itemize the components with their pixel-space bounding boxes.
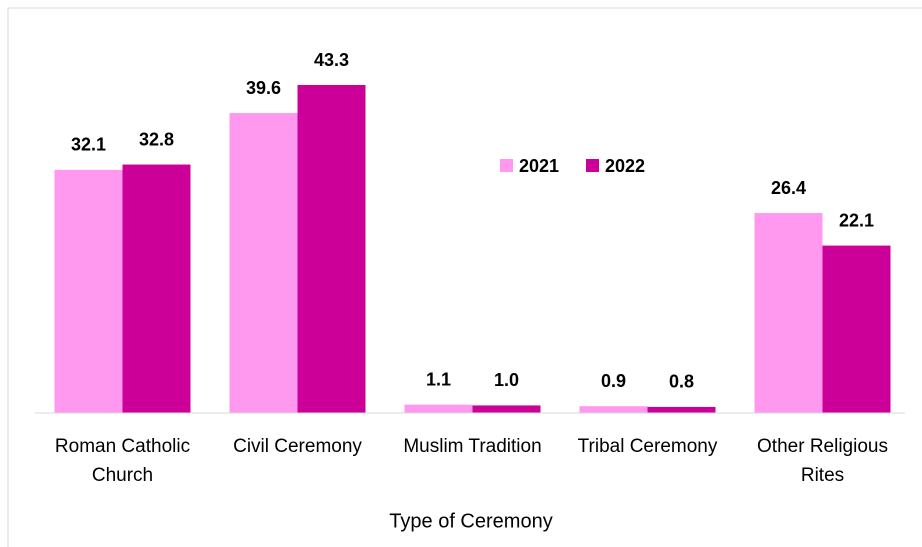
- value-label: 0.9: [601, 371, 626, 391]
- x-tick-label: Other Religious Rites: [757, 436, 888, 486]
- x-tick-label: Civil Ceremony: [233, 436, 362, 457]
- x-tick-label: Muslim Tradition: [403, 436, 542, 457]
- value-label: 32.1: [71, 135, 106, 155]
- value-label: 43.3: [314, 50, 349, 70]
- bar: [122, 164, 191, 413]
- value-label: 1.0: [494, 370, 519, 390]
- x-axis-title: Type of Ceremony: [389, 510, 552, 532]
- bar: [472, 405, 541, 413]
- bar: [822, 245, 891, 413]
- bar: [647, 406, 716, 413]
- legend-swatch: [586, 159, 599, 172]
- value-label: 32.8: [139, 129, 174, 149]
- value-label: 22.1: [839, 210, 874, 230]
- bar: [579, 406, 648, 413]
- x-tick-label: Tribal Ceremony: [577, 436, 718, 457]
- bar: [754, 213, 823, 413]
- legend-label: 2021: [519, 156, 559, 176]
- value-label: 26.4: [771, 178, 806, 198]
- bar: [54, 169, 123, 413]
- bar: [404, 404, 473, 413]
- legend-label: 2022: [605, 156, 645, 176]
- value-label: 39.6: [246, 78, 281, 98]
- value-label: 0.8: [669, 372, 694, 392]
- bar: [229, 113, 298, 413]
- x-tick-label: Roman Catholic Church: [54, 436, 191, 486]
- chart-frame: [7, 7, 922, 547]
- bar: [297, 85, 366, 413]
- value-label: 1.1: [426, 369, 451, 389]
- legend-swatch: [500, 159, 513, 172]
